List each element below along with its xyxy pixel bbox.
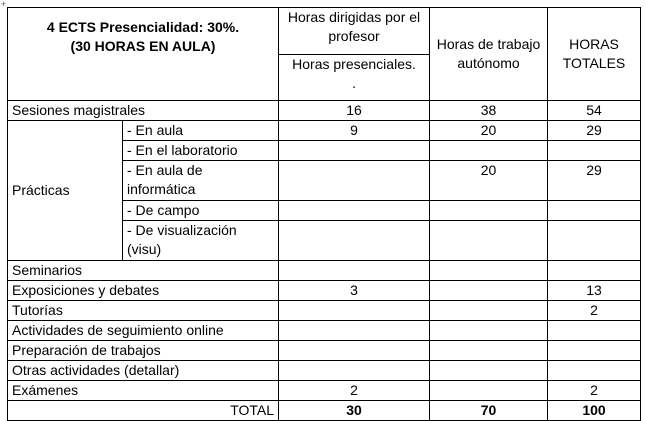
sub-row-label: - En aula — [121, 120, 280, 141]
cell-presencial — [278, 140, 431, 161]
cell-total — [547, 260, 642, 281]
row-label: Sesiones magistrales — [6, 100, 280, 121]
header-directed-hours: Horas dirigidas por el profesor — [278, 7, 431, 55]
cell-autonomo: 38 — [429, 100, 549, 121]
table-row: Tutorías 2 — [6, 300, 642, 321]
header-title-cell: 4 ECTS Presencialidad: 30%. (30 HORAS EN… — [6, 7, 280, 101]
table-row: Prácticas - En aula 9 20 29 — [7, 120, 642, 261]
cell-presencial — [278, 320, 431, 341]
row-label: Preparación de trabajos — [6, 340, 280, 361]
row-label: Actividades de seguimiento online — [6, 320, 280, 341]
cell-presencial: 16 — [278, 100, 431, 121]
cell-total: 13 — [547, 280, 642, 301]
cell-total: 2 — [547, 300, 642, 321]
header-presencial-dot: . — [352, 74, 356, 91]
header-presencial-hours: Horas presenciales. — [292, 55, 416, 72]
total-label: TOTAL — [6, 400, 280, 421]
cell-autonomo — [429, 340, 549, 361]
cell-autonomo — [429, 200, 549, 221]
cell-presencial — [278, 160, 431, 201]
cell-total — [547, 220, 642, 261]
cell-total: 29 — [547, 120, 642, 141]
cell-presencial: 9 — [278, 120, 431, 141]
cell-total: 54 — [547, 100, 642, 121]
hours-table: 4 ECTS Presencialidad: 30%. (30 HORAS EN… — [6, 7, 642, 421]
total-row: TOTAL 30 70 100 — [6, 400, 642, 421]
practicas-label: Prácticas — [7, 120, 123, 261]
cell-total — [547, 360, 642, 381]
header-row-2: Horas presenciales. . — [8, 53, 641, 101]
sub-row-label: - En aula de informática — [121, 160, 280, 201]
cell-autonomo — [429, 260, 549, 281]
cell-total: 2 — [547, 380, 642, 401]
cell-autonomo — [429, 140, 549, 161]
cell-presencial — [278, 220, 431, 261]
cell-autonomo — [429, 360, 549, 381]
table-row: Exámenes 2 2 — [6, 380, 642, 401]
cell-autonomo — [429, 280, 549, 301]
sub-row-label: - De campo — [121, 200, 280, 221]
row-label: Seminarios — [6, 260, 280, 281]
cell-total — [547, 320, 642, 341]
cell-presencial — [278, 200, 431, 221]
cell-autonomo — [429, 380, 549, 401]
row-label: Exámenes — [6, 380, 280, 401]
cell-presencial — [278, 360, 431, 381]
cell-autonomo — [429, 320, 549, 341]
header-row-1: 4 ECTS Presencialidad: 30%. (30 HORAS EN… — [6, 7, 642, 101]
anchor-marker: + — [1, 0, 7, 9]
table-row: Seminarios — [6, 260, 642, 281]
table-row: Actividades de seguimiento online — [6, 320, 642, 341]
cell-autonomo — [429, 220, 549, 261]
header-title-line2: (30 HORAS EN AULA) — [70, 38, 216, 54]
cell-presencial — [278, 340, 431, 361]
table-row: Otras actividades (detallar) — [6, 360, 642, 381]
cell-presencial: 3 — [278, 280, 431, 301]
table-row: Exposiciones y debates 3 13 — [6, 280, 642, 301]
cell-total — [547, 140, 642, 161]
table-row: - De visualización (visu) — [8, 220, 642, 261]
sub-row-label: - De visualización (visu) — [121, 220, 280, 261]
row-label: Tutorías — [6, 300, 280, 321]
cell-autonomo: 20 — [429, 120, 549, 141]
row-label: Otras actividades (detallar) — [6, 360, 280, 381]
table-row: - En el laboratorio — [8, 140, 642, 161]
cell-presencial: 2 — [278, 380, 431, 401]
table-row: Sesiones magistrales 16 38 54 — [6, 100, 642, 121]
header-total-hours: HORAS TOTALES — [547, 7, 642, 101]
header-title-line1: 4 ECTS Presencialidad: 30%. — [46, 19, 240, 35]
cell-presencial — [278, 300, 431, 321]
cell-total — [547, 340, 642, 361]
cell-presencial — [278, 260, 431, 281]
header-presencial-cell: Horas presenciales. . — [278, 53, 431, 101]
cell-autonomo: 20 — [429, 160, 549, 201]
total-presencial: 30 — [278, 400, 431, 421]
total-autonomo: 70 — [429, 400, 549, 421]
total-total: 100 — [547, 400, 642, 421]
cell-total: 29 — [547, 160, 642, 201]
header-autonomous-hours: Horas de trabajo autónomo — [429, 7, 549, 101]
row-label: Exposiciones y debates — [6, 280, 280, 301]
cell-autonomo — [429, 300, 549, 321]
cell-total — [547, 200, 642, 221]
table-row: Preparación de trabajos — [6, 340, 642, 361]
sub-row-label: - En el laboratorio — [121, 140, 280, 161]
